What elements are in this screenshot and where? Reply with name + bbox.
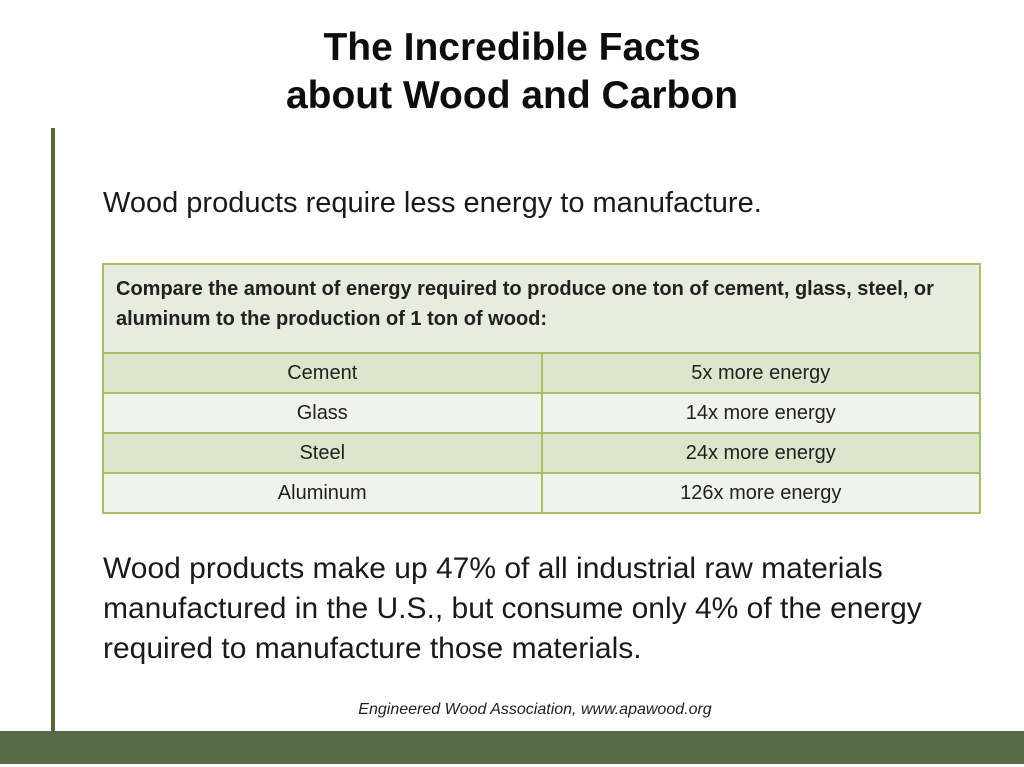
- energy-cell: 24x more energy: [540, 432, 981, 474]
- energy-cell: 126x more energy: [540, 472, 981, 514]
- slide-title-line1: The Incredible Facts: [323, 26, 701, 69]
- closing-text: Wood products make up 47% of all industr…: [103, 552, 922, 665]
- source-attribution: Engineered Wood Association, www.apawood…: [358, 701, 712, 718]
- material-cell: Steel: [102, 432, 543, 474]
- bottom-accent-bar: [0, 731, 1024, 764]
- table-row: Glass 14x more energy: [102, 392, 981, 434]
- table-row: Aluminum 126x more energy: [102, 472, 981, 514]
- table-caption-row: Compare the amount of energy required to…: [102, 263, 981, 354]
- material-cell: Aluminum: [102, 472, 543, 514]
- table-caption: Compare the amount of energy required to…: [102, 263, 981, 354]
- left-accent-line: [51, 128, 55, 731]
- energy-cell: 14x more energy: [540, 392, 981, 434]
- slide-title: The Incredible Facts about Wood and Carb…: [0, 24, 1024, 120]
- energy-comparison-table: Compare the amount of energy required to…: [102, 263, 981, 514]
- energy-cell: 5x more energy: [540, 352, 981, 394]
- intro-text: Wood products require less energy to man…: [103, 187, 762, 219]
- slide-title-line2: about Wood and Carbon: [285, 74, 739, 117]
- table-row: Cement 5x more energy: [102, 352, 981, 394]
- material-cell: Cement: [102, 352, 543, 394]
- material-cell: Glass: [102, 392, 543, 434]
- table-row: Steel 24x more energy: [102, 432, 981, 474]
